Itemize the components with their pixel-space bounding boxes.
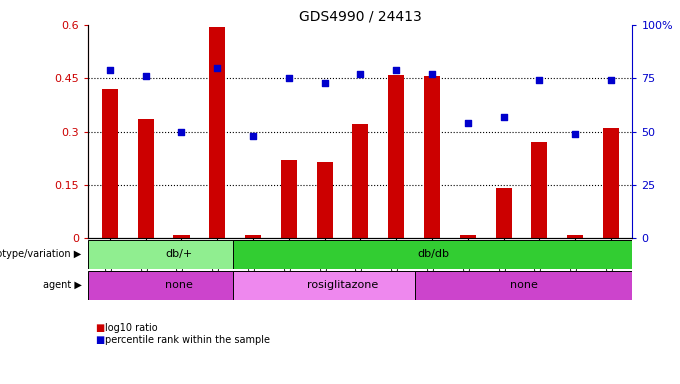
Bar — [460, 235, 476, 238]
Text: genotype/variation ▶: genotype/variation ▶ — [0, 249, 82, 260]
Text: agent ▶: agent ▶ — [43, 280, 82, 290]
Bar — [531, 142, 547, 238]
Text: db/+: db/+ — [165, 249, 192, 260]
Point — [248, 133, 258, 139]
Bar — [137, 119, 154, 238]
Point — [140, 73, 151, 79]
Bar — [567, 235, 583, 238]
Point — [462, 120, 473, 126]
Text: none: none — [510, 280, 537, 290]
Bar — [102, 89, 118, 238]
Bar — [233, 240, 632, 269]
Point — [105, 67, 116, 73]
Bar — [88, 240, 270, 269]
Bar — [388, 74, 404, 238]
Text: log10 ratio: log10 ratio — [105, 323, 158, 333]
Bar — [209, 27, 225, 238]
Bar — [603, 128, 619, 238]
Title: GDS4990 / 24413: GDS4990 / 24413 — [299, 10, 422, 24]
Text: percentile rank within the sample: percentile rank within the sample — [105, 335, 271, 345]
Point — [284, 75, 294, 81]
Bar — [281, 160, 297, 238]
Bar — [173, 235, 190, 238]
Point — [426, 71, 437, 77]
Point — [534, 77, 545, 83]
Bar — [88, 271, 270, 300]
Bar — [317, 162, 333, 238]
Bar — [415, 271, 632, 300]
Point — [391, 67, 402, 73]
Point — [605, 77, 616, 83]
Bar — [424, 76, 440, 238]
Point — [176, 129, 187, 135]
Text: ■: ■ — [95, 335, 105, 345]
Bar — [233, 271, 451, 300]
Point — [211, 65, 222, 71]
Bar — [245, 235, 261, 238]
Point — [319, 79, 330, 86]
Point — [498, 114, 509, 120]
Point — [355, 71, 366, 77]
Text: rosiglitazone: rosiglitazone — [307, 280, 378, 290]
Text: none: none — [165, 280, 193, 290]
Bar — [496, 188, 511, 238]
Bar — [352, 124, 369, 238]
Text: ■: ■ — [95, 323, 105, 333]
Text: db/db: db/db — [417, 249, 449, 260]
Point — [570, 131, 581, 137]
